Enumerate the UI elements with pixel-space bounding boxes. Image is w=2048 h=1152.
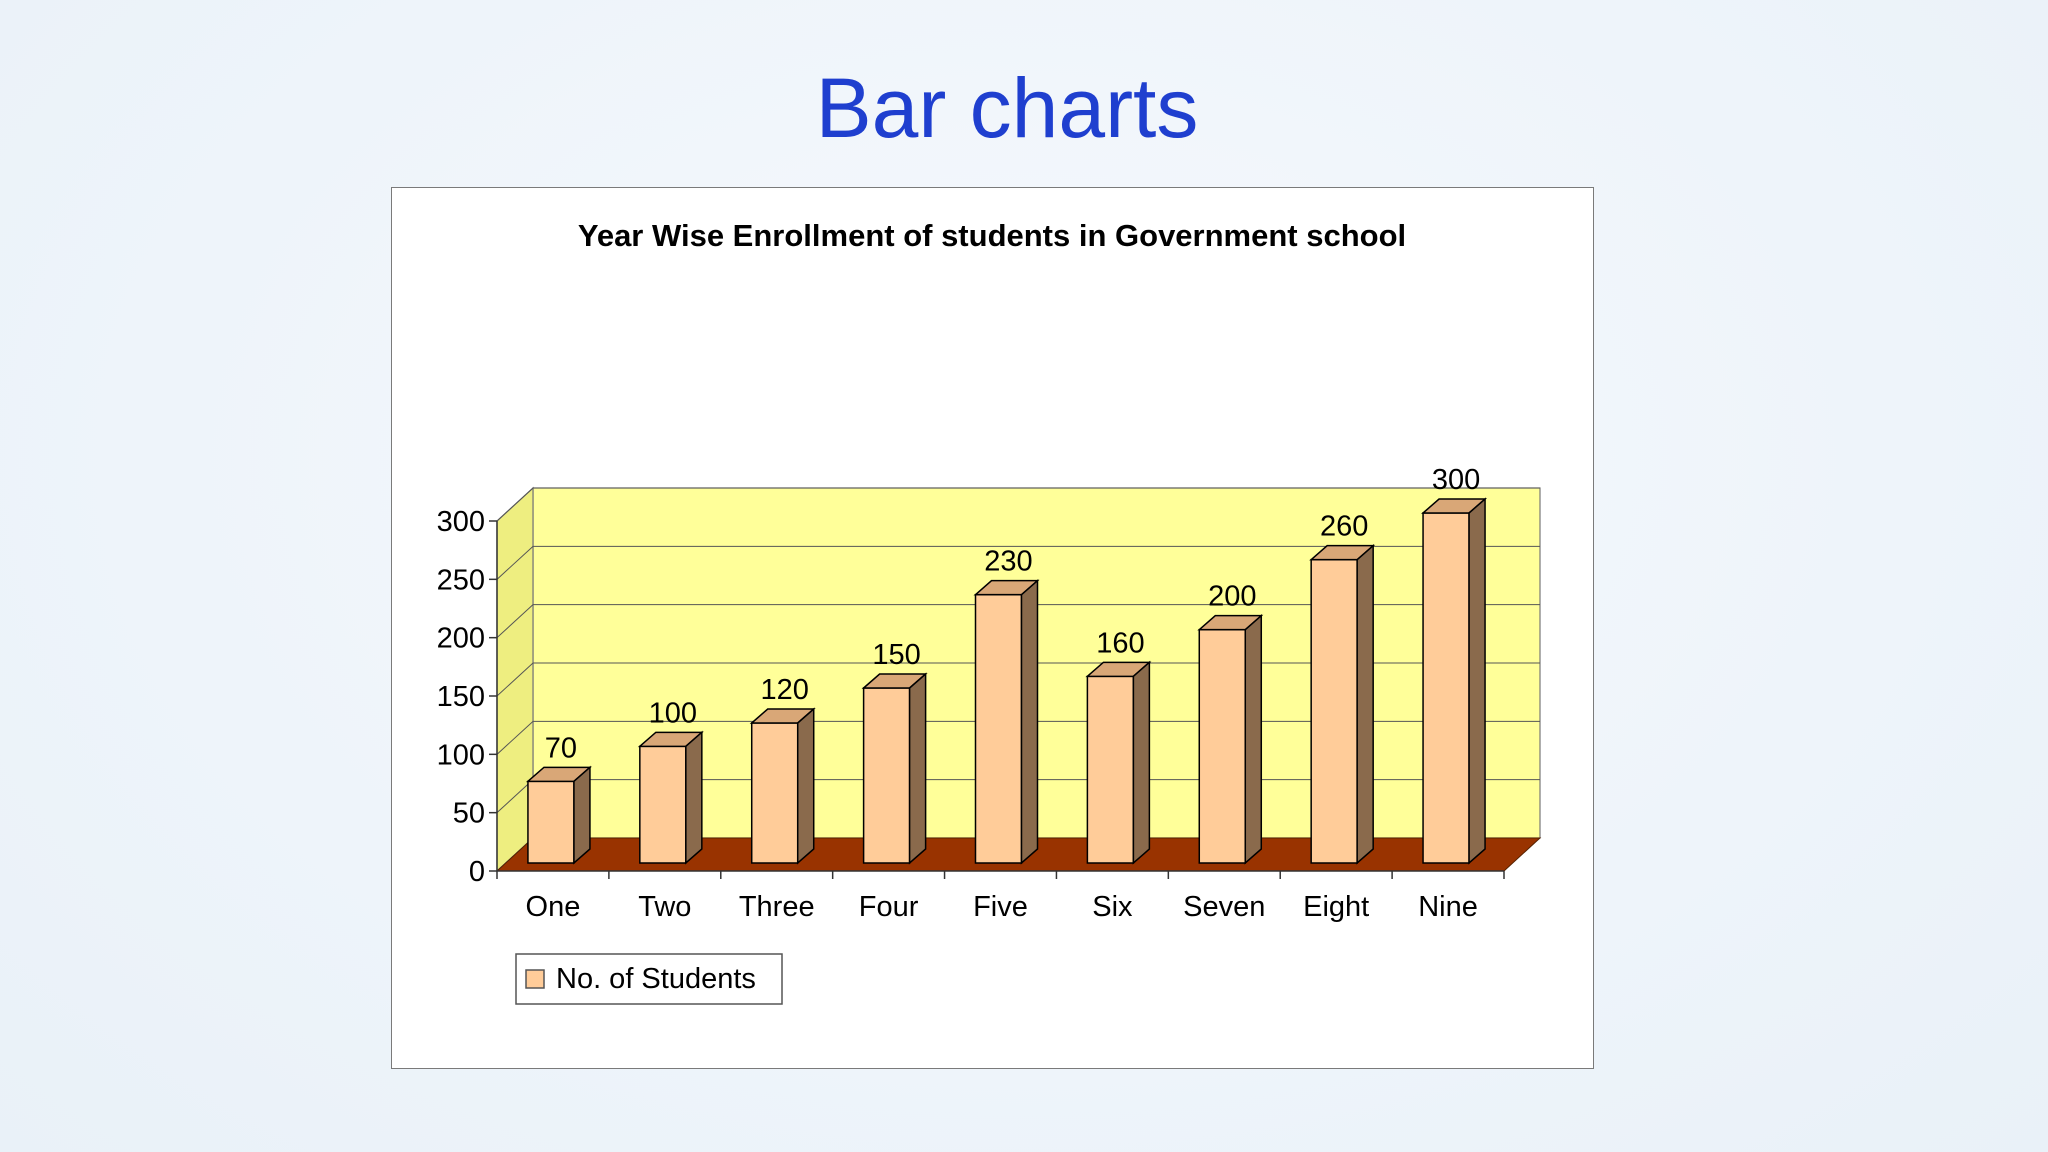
data-label: 120 bbox=[761, 674, 809, 706]
bar-side bbox=[1356, 544, 1374, 865]
x-tick-label: Eight bbox=[1303, 891, 1369, 923]
bar-front bbox=[639, 745, 687, 864]
x-tick-label: Six bbox=[1092, 891, 1133, 923]
bar-front bbox=[1198, 628, 1247, 864]
bar-side bbox=[685, 730, 703, 865]
bar-front bbox=[527, 780, 575, 864]
bar-front bbox=[862, 687, 911, 864]
x-axis-ticks: One Two Three Four Five Six Seven Eight Nine bbox=[496, 871, 1505, 923]
bars bbox=[525, 497, 1488, 865]
y-tick-label: 100 bbox=[437, 739, 485, 771]
bar-front bbox=[1422, 512, 1470, 864]
chart-frame: Year Wise Enrollment of students in Gove… bbox=[391, 187, 1594, 1069]
data-labels: 70 100 120 150 230 160 200 260 300 bbox=[545, 464, 1480, 764]
data-label: 300 bbox=[1432, 464, 1480, 496]
data-label: 200 bbox=[1208, 581, 1256, 613]
bar-side bbox=[1244, 614, 1263, 865]
bar-side bbox=[796, 707, 815, 865]
y-tick-label: 50 bbox=[453, 798, 485, 830]
x-tick-label: Four bbox=[859, 891, 919, 923]
bar-side bbox=[1020, 579, 1039, 865]
data-label: 70 bbox=[545, 732, 577, 764]
bar-side bbox=[573, 765, 591, 865]
x-tick-label: Five bbox=[973, 891, 1028, 923]
bar-front bbox=[1310, 558, 1358, 864]
legend-label: No. of Students bbox=[556, 963, 756, 995]
data-label: 160 bbox=[1096, 627, 1144, 659]
y-tick-label: 250 bbox=[437, 564, 485, 596]
x-tick-label: Two bbox=[638, 891, 691, 923]
y-axis-ticks: 0 50 100 150 200 250 300 bbox=[437, 506, 497, 888]
x-tick-label: One bbox=[526, 891, 581, 923]
chart-title: Year Wise Enrollment of students in Gove… bbox=[578, 218, 1406, 253]
legend: No. of Students bbox=[515, 953, 783, 1005]
x-tick-label: Three bbox=[739, 891, 815, 923]
slide-title: Bar charts bbox=[815, 61, 1199, 155]
y-tick-label: 150 bbox=[437, 681, 485, 713]
bar-side bbox=[1468, 497, 1486, 865]
data-label: 260 bbox=[1320, 511, 1368, 543]
bar-side bbox=[1132, 660, 1151, 865]
y-tick-label: 200 bbox=[437, 623, 485, 655]
bar-front bbox=[1086, 675, 1135, 864]
gridline bbox=[496, 545, 1540, 580]
legend-box bbox=[515, 953, 783, 1005]
bar-side bbox=[908, 672, 927, 865]
data-label: 100 bbox=[649, 697, 697, 729]
gridline bbox=[496, 604, 1540, 639]
y-tick-label: 300 bbox=[437, 506, 485, 538]
bar-chart: Year Wise Enrollment of students in Gove… bbox=[437, 218, 1542, 1005]
x-tick-label: Seven bbox=[1183, 891, 1265, 923]
data-label: 150 bbox=[872, 639, 920, 671]
legend-swatch bbox=[525, 969, 545, 989]
y-tick-label: 0 bbox=[469, 856, 485, 888]
data-label: 230 bbox=[984, 546, 1032, 578]
x-tick-label: Nine bbox=[1418, 891, 1478, 923]
bar-front bbox=[974, 593, 1023, 864]
bar-front bbox=[750, 722, 799, 864]
gridline bbox=[496, 487, 1540, 522]
